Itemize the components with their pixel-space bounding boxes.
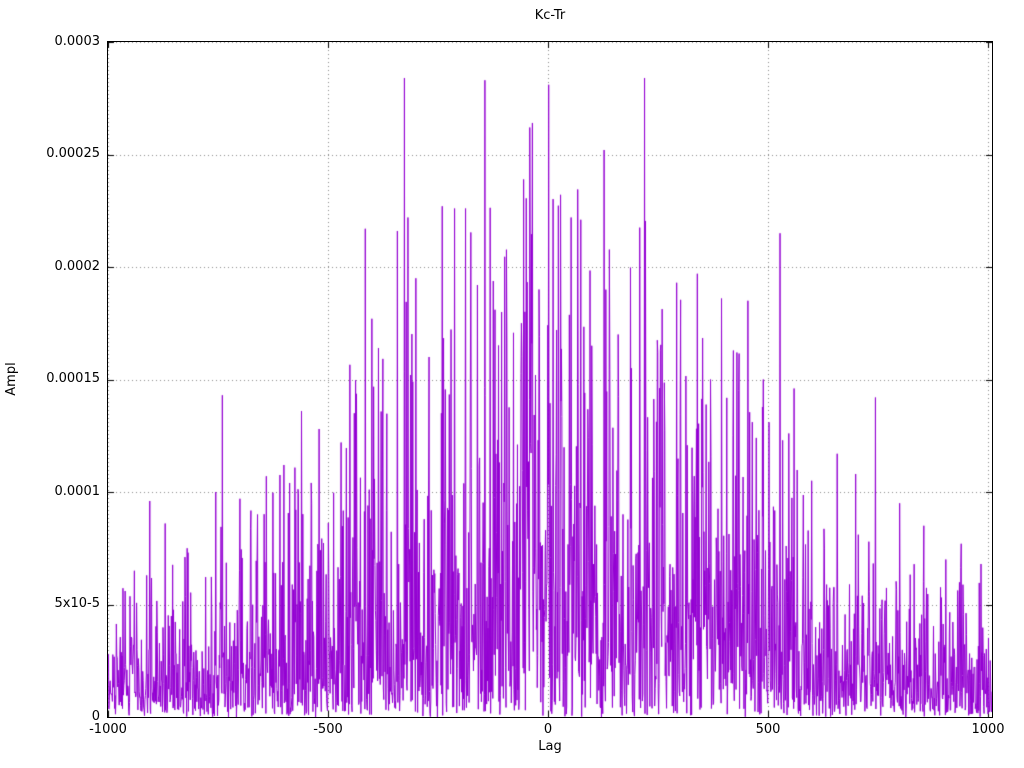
y-tick-label: 5x10-5	[54, 596, 100, 611]
y-tick-label: 0.00015	[46, 371, 100, 386]
x-tick-label: 500	[755, 722, 781, 737]
x-tick-label: -1000	[89, 722, 127, 737]
y-tick-label: 0	[91, 709, 100, 724]
x-tick-label: 0	[543, 722, 553, 737]
chart-canvas	[108, 42, 992, 717]
x-axis-label: Lag	[538, 739, 562, 754]
x-tick-label: 1000	[971, 722, 1005, 737]
x-tick-label: -500	[313, 722, 343, 737]
y-tick-label: 0.00025	[46, 146, 100, 161]
y-tick-label: 0.0002	[54, 259, 101, 274]
y-tick-label: 0.0001	[54, 484, 101, 499]
y-tick-label: 0.0003	[54, 34, 101, 49]
chart-title: Kc-Tr	[534, 8, 566, 23]
plot-area	[107, 41, 993, 718]
